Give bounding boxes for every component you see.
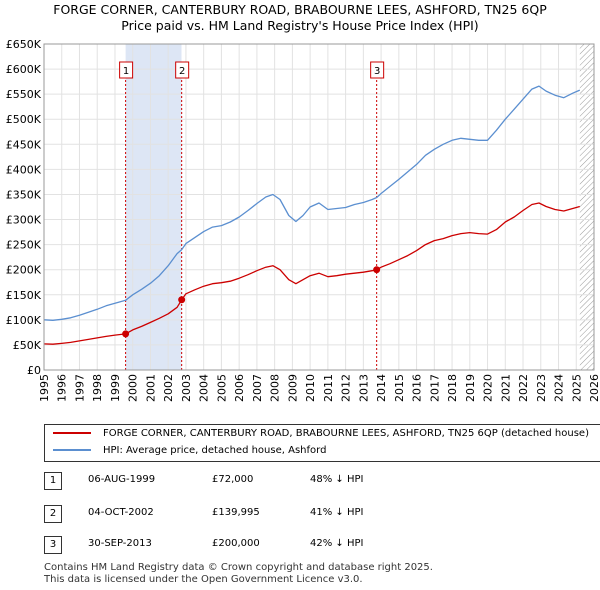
sale-point: [178, 296, 186, 304]
chart-legend: FORGE CORNER, CANTERBURY ROAD, BRABOURNE…: [44, 424, 600, 462]
x-tick-label: 2019: [464, 374, 477, 402]
chart-title-line1: FORGE CORNER, CANTERBURY ROAD, BRABOURNE…: [53, 2, 547, 17]
y-tick-label: £100K: [6, 314, 42, 327]
x-tick-label: 2024: [553, 374, 566, 402]
x-tick-label: 2008: [269, 374, 282, 402]
x-tick-label: 2015: [393, 374, 406, 402]
sale-price: £200,000: [212, 538, 260, 549]
x-tick-label: 2007: [251, 374, 264, 402]
x-tick-label: 2022: [517, 374, 530, 402]
footer-line2: This data is licensed under the Open Gov…: [44, 574, 363, 585]
sale-label-text: 1: [123, 66, 129, 77]
sale-hpi-diff: 48% ↓ HPI: [310, 474, 364, 485]
legend-swatch-property: [53, 432, 91, 434]
x-tick-label: 1997: [73, 374, 86, 402]
y-tick-label: £450K: [6, 138, 42, 151]
footer-line1: Contains HM Land Registry data © Crown c…: [44, 562, 433, 573]
y-tick-label: £300K: [6, 214, 42, 227]
x-tick-label: 2014: [375, 374, 388, 402]
y-tick-label: £500K: [6, 113, 42, 126]
sale-point: [373, 266, 381, 274]
y-tick-label: £200K: [6, 264, 42, 277]
x-tick-label: 2000: [127, 374, 140, 402]
x-tick-label: 2020: [482, 374, 495, 402]
x-tick-label: 2006: [233, 374, 246, 402]
sale-label-box: [175, 61, 190, 79]
footer-attribution: Contains HM Land Registry data © Crown c…: [44, 562, 433, 586]
hpi-series-line: [43, 85, 581, 321]
chart-title: FORGE CORNER, CANTERBURY ROAD, BRABOURNE…: [0, 2, 600, 34]
y-tick-label: £0: [27, 364, 41, 377]
x-tick-label: 2011: [322, 374, 335, 402]
legend-item-hpi: HPI: Average price, detached house, Ashf…: [53, 443, 326, 459]
x-tick-label: 2021: [499, 374, 512, 402]
x-tick-label: 2025: [570, 374, 583, 402]
x-tick-label: 1996: [56, 374, 69, 402]
sale-price: £139,995: [212, 507, 260, 518]
x-tick-label: 2018: [446, 374, 459, 402]
x-tick-label: 2003: [180, 374, 193, 402]
property-series-line: [43, 202, 580, 345]
sale-number-badge: 3: [44, 536, 62, 554]
chart-title-line2: Price paid vs. HM Land Registry's House …: [121, 18, 479, 33]
price-chart: 1 2 3 £0 £50K £100K £150K £200K £250K £300K £350K £…: [6, 38, 600, 402]
plot-border: [43, 43, 595, 371]
y-tick-label: £150K: [6, 289, 42, 302]
x-tick-label: 2002: [162, 374, 175, 402]
sale-date: 04-OCT-2002: [88, 507, 154, 518]
x-tick-label: 1998: [91, 374, 104, 402]
table-row: 3 30-SEP-2013 £200,000 42% ↓ HPI: [44, 536, 444, 556]
sale-date: 06-AUG-1999: [88, 474, 156, 485]
y-tick-label: £50K: [13, 339, 42, 352]
x-tick-label: 2009: [286, 374, 299, 402]
x-tick-label: 2001: [144, 374, 157, 402]
x-tick-label: 2013: [357, 374, 370, 402]
x-tick-label: 2016: [411, 374, 424, 402]
x-tick-label: 2004: [198, 374, 211, 402]
table-row: 2 04-OCT-2002 £139,995 41% ↓ HPI: [44, 505, 444, 525]
legend-label-hpi: HPI: Average price, detached house, Ashf…: [103, 445, 327, 456]
legend-label-property: FORGE CORNER, CANTERBURY ROAD, BRABOURNE…: [103, 428, 589, 439]
sale-label-text: 2: [179, 66, 185, 77]
y-tick-label: £400K: [6, 163, 42, 176]
y-tick-label: £350K: [6, 188, 42, 201]
sale-label-box: [370, 61, 385, 79]
sale-label-box: [119, 61, 134, 79]
x-tick-label: 2017: [428, 374, 441, 402]
y-tick-label: £250K: [6, 239, 42, 252]
sale-number-badge: 2: [44, 505, 62, 523]
sale-date: 30-SEP-2013: [88, 538, 152, 549]
forecast-hatch: [579, 44, 594, 370]
y-tick-label: £550K: [6, 88, 42, 101]
x-tick-label: 2010: [304, 374, 317, 402]
legend-item-property: FORGE CORNER, CANTERBURY ROAD, BRABOURNE…: [53, 426, 589, 442]
sale-hpi-diff: 41% ↓ HPI: [310, 507, 364, 518]
sale-hpi-diff: 42% ↓ HPI: [310, 538, 364, 549]
sale-label-text: 3: [374, 66, 380, 77]
sale-number-badge: 1: [44, 472, 62, 490]
y-tick-label: £600K: [6, 63, 42, 76]
sale-price: £72,000: [212, 474, 254, 485]
x-tick-label: 2026: [588, 374, 600, 402]
shaded-period: [125, 44, 182, 370]
sale-point: [122, 330, 130, 338]
legend-swatch-hpi: [53, 449, 91, 451]
x-tick-label: 2023: [535, 374, 548, 402]
x-tick-label: 1999: [109, 374, 122, 402]
x-tick-label: 1995: [38, 374, 51, 402]
x-tick-label: 2005: [215, 374, 228, 402]
x-tick-label: 2012: [340, 374, 353, 402]
y-tick-label: £650K: [6, 38, 42, 51]
table-row: 1 06-AUG-1999 £72,000 48% ↓ HPI: [44, 472, 444, 492]
